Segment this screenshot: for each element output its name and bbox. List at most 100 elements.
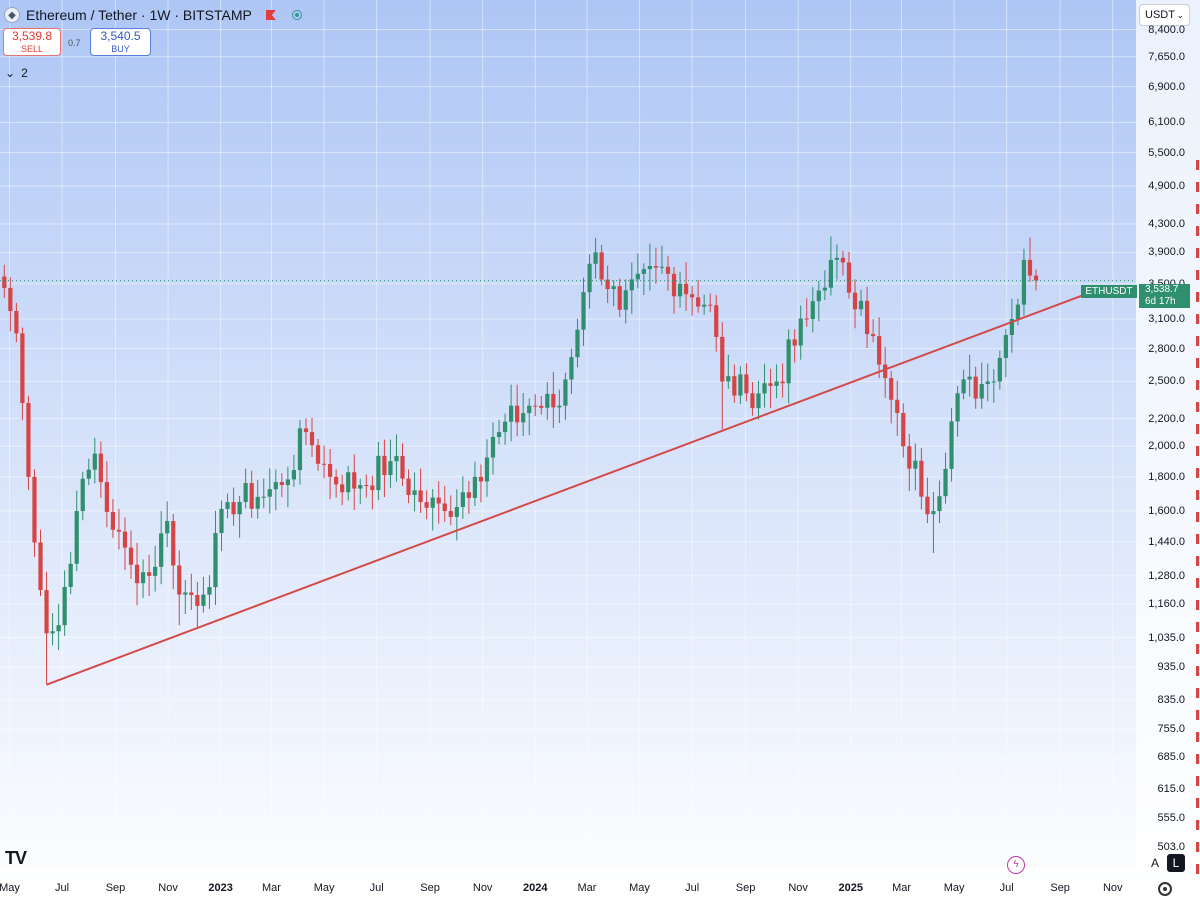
candle (961, 369, 966, 400)
candle (436, 481, 441, 524)
candle (973, 366, 978, 409)
currency-select[interactable]: USDT ⌄ (1139, 4, 1190, 26)
trendline[interactable] (46, 287, 1103, 686)
candle-body (2, 276, 7, 288)
candle-body (183, 592, 188, 595)
candle (635, 253, 640, 289)
candle-body (207, 587, 212, 595)
edge-marker (1196, 446, 1199, 456)
edge-marker (1196, 204, 1199, 214)
candle-body (376, 455, 381, 491)
candle-body (388, 461, 393, 476)
candle (931, 492, 936, 553)
sell-button[interactable]: 3,539.8 SELL (3, 28, 61, 56)
candle-body (128, 547, 134, 565)
candle-body (521, 413, 526, 423)
candle-body (1015, 304, 1021, 320)
candle (20, 327, 25, 421)
indicators-toggle[interactable]: ⌄ 2 (5, 66, 28, 80)
candle-body (56, 625, 61, 632)
candle (376, 441, 381, 501)
candle-body (225, 502, 230, 509)
candle-body (515, 405, 520, 423)
candle-body (328, 464, 333, 477)
candle-body (738, 374, 743, 396)
candle (985, 363, 990, 402)
candle-body (86, 469, 91, 479)
candle (756, 380, 761, 420)
candle-body (14, 311, 19, 334)
candle-body (165, 521, 170, 534)
candle-body (943, 468, 948, 497)
candle-body (949, 421, 954, 469)
candle (979, 362, 984, 409)
candle-body (798, 318, 803, 346)
candle (110, 499, 116, 538)
candle-body (786, 339, 791, 384)
edge-marker (1196, 248, 1199, 258)
candle (834, 244, 840, 280)
candle (943, 452, 948, 504)
candle (1003, 329, 1008, 378)
candle (581, 277, 586, 346)
price-axis-label: 1,600.0 (1148, 505, 1185, 518)
candle (858, 289, 864, 316)
candle-body (243, 483, 248, 502)
axis-background (1136, 0, 1200, 907)
candle-body (50, 631, 55, 634)
symbol-header[interactable]: ◆ Ethereum / Tether · 1W · BITSTAMP (4, 5, 302, 25)
candle-body (780, 381, 785, 384)
candle-body (297, 428, 303, 471)
candle-body (104, 482, 109, 512)
sell-price: 3,539.8 (11, 29, 53, 43)
candle-body (864, 300, 870, 335)
red-flag-icon[interactable] (265, 10, 276, 20)
edge-marker (1196, 798, 1199, 808)
candle-body (315, 445, 321, 464)
symbol-price-tag: ETHUSDT (1081, 285, 1137, 298)
candle-body (804, 318, 809, 320)
candle (732, 364, 737, 403)
candle-body (605, 279, 610, 290)
candle-body (418, 490, 423, 503)
spread-value: 0.7 (68, 38, 81, 48)
candle (382, 439, 387, 498)
lightning-icon[interactable]: ϟ (1007, 856, 1025, 874)
candle (780, 363, 785, 398)
edge-marker (1196, 600, 1199, 610)
candle-body (44, 590, 49, 634)
candle (68, 551, 73, 595)
time-axis-label: May (943, 882, 965, 894)
candle (201, 576, 206, 613)
candle (901, 403, 906, 458)
candle-body (690, 294, 695, 298)
candle-body (545, 393, 550, 408)
tradingview-logo-icon[interactable]: TV (5, 848, 27, 868)
candle-body (62, 586, 67, 626)
candle-body (496, 432, 502, 437)
price-axis-label: 8,400.0 (1148, 23, 1185, 36)
time-axis-label: Sep (1050, 882, 1070, 894)
edge-marker (1196, 314, 1199, 324)
auto-scale-button[interactable]: A (1150, 856, 1159, 870)
candle-body (346, 472, 351, 493)
log-scale-button[interactable]: L (1167, 854, 1185, 872)
candle-body (448, 511, 453, 517)
candle (840, 250, 846, 276)
candle (599, 245, 604, 286)
candle (140, 559, 146, 599)
settings-gear-icon[interactable] (1158, 882, 1172, 896)
candle (955, 386, 960, 437)
candle-body (509, 405, 514, 422)
candle-body (671, 273, 677, 297)
candle (913, 443, 918, 491)
candle (418, 468, 423, 513)
candle-body (653, 266, 659, 268)
candle-body (714, 305, 719, 337)
time-axis-label: Jul (55, 882, 70, 894)
edge-marker (1196, 754, 1199, 764)
buy-button[interactable]: 3,540.5 BUY (90, 28, 151, 56)
candle-body (937, 496, 942, 512)
candle (128, 530, 134, 579)
